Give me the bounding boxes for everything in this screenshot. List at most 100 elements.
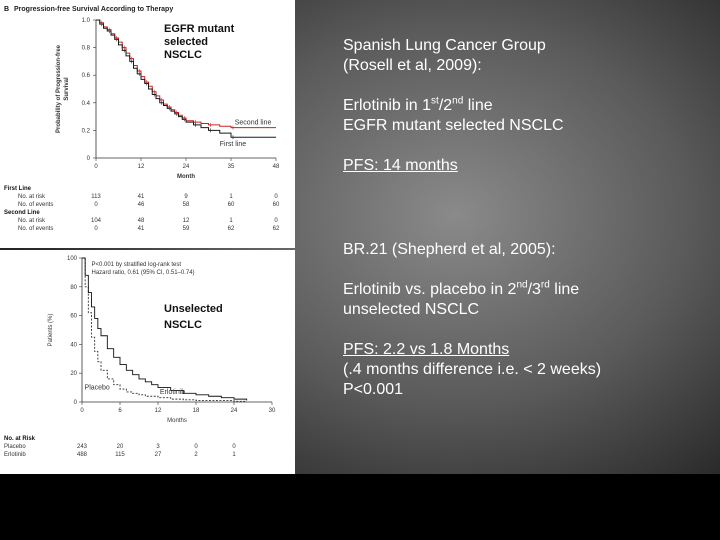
y-axis-label-line1: Probability of Progression-free	[56, 44, 62, 133]
pfs-14-months: PFS: 14 months	[343, 157, 458, 174]
x-tick-label: 0	[80, 408, 84, 414]
erl-vs-sup2: rd	[540, 279, 550, 291]
y-axis-label-line2: Survival	[64, 77, 70, 101]
risk-cell: 2	[194, 452, 198, 458]
bottom-band	[0, 474, 720, 540]
spanish-group-line: Spanish Lung Cancer Group	[343, 37, 546, 54]
risk-cell: 0	[274, 194, 278, 200]
difference-line: (.4 months difference i.e. < 2 weeks)	[343, 361, 602, 378]
y-axis-label: Patients (%)	[48, 314, 54, 347]
risk-row-label: Placebo	[4, 444, 26, 450]
risk-cell: 60	[228, 202, 235, 208]
risk-cell: 0	[194, 444, 198, 450]
risk-cell: 60	[273, 202, 280, 208]
risk-table-header: No. at Risk	[4, 436, 36, 442]
x-tick-label: 12	[155, 408, 162, 414]
y-tick-label: 20	[70, 371, 77, 377]
first-line-label: First line	[220, 141, 247, 148]
risk-cell: 62	[273, 226, 280, 232]
risk-cell: 0	[94, 202, 98, 208]
br21-ref-line: BR.21 (Shepherd et al, 2005):	[343, 241, 556, 258]
overlay-label-line: selected	[164, 36, 208, 48]
erlotinib-vs-placebo-line: Erlotinib vs. placebo in 2nd/3rd line	[343, 280, 703, 300]
risk-cell: 12	[183, 218, 190, 224]
risk-row-label: No. of events	[18, 202, 53, 208]
x-tick-label: 24	[231, 408, 238, 414]
erl-first-text-b: /2	[438, 97, 453, 114]
risk-row-label: No. at risk	[18, 218, 46, 224]
chart-title: Progression-free Survival According to T…	[14, 6, 173, 13]
x-tick-label: 12	[138, 164, 145, 170]
risk-cell: 243	[77, 444, 88, 450]
risk-cell: 3	[156, 444, 160, 450]
risk-group-header: Second Line	[4, 210, 40, 216]
risk-cell: 59	[183, 226, 190, 232]
erl-vs-sup1: nd	[516, 279, 528, 291]
overlay-label-line: NSCLC	[164, 49, 202, 61]
x-axis-label: Month	[177, 174, 195, 180]
risk-cell: 41	[138, 226, 145, 232]
overlay-label-line: Unselected	[164, 303, 223, 315]
rosell-ref-line: (Rosell et al, 2009):	[343, 57, 482, 74]
stat-annotation: P<0.001 by stratified log-rank test	[92, 262, 182, 268]
risk-cell: 20	[117, 444, 124, 450]
placebo-curve	[82, 257, 247, 402]
egfr-pfs-chart: B Progression-free Survival According to …	[4, 6, 280, 232]
panel-label: B	[4, 6, 9, 13]
y-tick-label: 40	[70, 342, 77, 348]
erlotinib-label: Erlotinib	[160, 389, 185, 396]
risk-cell: 41	[138, 194, 145, 200]
risk-row-label: No. at risk	[18, 194, 46, 200]
erlotinib-first-line: Erlotinib in 1st/2nd line	[343, 96, 703, 116]
erl-vs-text-b: /3	[527, 281, 541, 298]
y-tick-label: 1.0	[82, 18, 91, 24]
risk-row-label: No. of events	[18, 226, 53, 232]
y-tick-label: 0.8	[82, 46, 91, 52]
x-tick-label: 18	[193, 408, 200, 414]
y-tick-label: 80	[70, 285, 77, 291]
stat-annotation: Hazard ratio, 0.61 (95% CI, 0.51–0.74)	[92, 270, 195, 276]
second-line-label: Second line	[235, 119, 272, 126]
x-tick-label: 35	[228, 164, 235, 170]
br21-pfs-chart-panel: 0 20 40 60 80 100 0 6 12 18 24 30 Months Patients (%)…	[0, 250, 295, 474]
y-tick-label: 0.2	[82, 128, 91, 134]
y-tick-label: 0.4	[82, 101, 91, 107]
pfs-2-2-vs-1-8: PFS: 2.2 vs 1.8 Months	[343, 341, 510, 358]
y-tick-label: 0.6	[82, 73, 91, 79]
slide-text: Spanish Lung Cancer Group (Rosell et al,…	[343, 36, 703, 400]
first-line-curve	[96, 19, 276, 138]
risk-cell: 27	[155, 452, 162, 458]
erl-first-text-a: Erlotinib in 1	[343, 97, 432, 114]
risk-cell: 62	[228, 226, 235, 232]
risk-cell: 1	[229, 194, 233, 200]
y-tick-label: 0	[87, 156, 91, 162]
egfr-pfs-chart-panel: B Progression-free Survival According to …	[0, 0, 295, 248]
risk-cell: 488	[77, 452, 88, 458]
placebo-label: Placebo	[85, 385, 110, 392]
risk-group-header: First Line	[4, 186, 32, 192]
x-tick-label: 6	[118, 408, 122, 414]
egfr-selected-line: EGFR mutant selected NSCLC	[343, 117, 564, 134]
risk-cell: 9	[184, 194, 188, 200]
risk-cell: 115	[115, 452, 125, 458]
y-tick-label: 60	[70, 314, 77, 320]
y-tick-label: 0	[74, 400, 78, 406]
erlotinib-curve	[82, 257, 248, 401]
unselected-nsclc-line: unselected NSCLC	[343, 301, 480, 318]
risk-cell: 1	[229, 218, 233, 224]
x-tick-label: 30	[269, 408, 276, 414]
risk-cell: 0	[94, 226, 98, 232]
overlay-label-line: NSCLC	[164, 319, 202, 331]
erl-first-sup2: nd	[452, 95, 464, 107]
x-axis-label: Months	[167, 418, 187, 424]
risk-cell: 1	[232, 452, 236, 458]
erl-first-sup1: st	[431, 95, 439, 107]
risk-cell: 113	[91, 194, 101, 200]
x-tick-label: 24	[183, 164, 190, 170]
overlay-label-line: EGFR mutant	[164, 23, 235, 35]
risk-cell: 0	[274, 218, 278, 224]
risk-row-label: Erlotinib	[4, 452, 26, 458]
risk-cell: 104	[91, 218, 102, 224]
erl-vs-text-c: line	[549, 281, 580, 298]
